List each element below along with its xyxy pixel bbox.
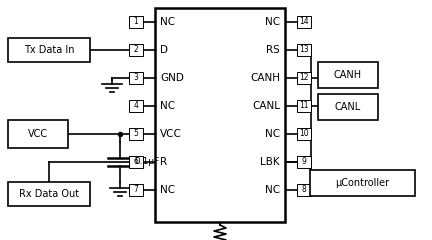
Bar [310, 170, 415, 196]
Bar [155, 8, 285, 222]
Text: 14: 14 [299, 18, 309, 26]
Text: CANL: CANL [335, 102, 361, 112]
Text: 5: 5 [133, 130, 138, 138]
Bar [129, 184, 143, 196]
Bar [297, 72, 311, 84]
Text: Rx Data Out: Rx Data Out [19, 189, 79, 199]
Text: VCC: VCC [160, 129, 182, 139]
Text: Tx Data In: Tx Data In [24, 45, 74, 55]
Bar [8, 182, 90, 206]
Bar [8, 120, 68, 148]
Text: 11: 11 [299, 102, 309, 110]
Text: 13: 13 [299, 46, 309, 54]
Text: D: D [160, 45, 168, 55]
Text: RS: RS [266, 45, 280, 55]
Text: 7: 7 [133, 186, 138, 194]
Bar [129, 72, 143, 84]
Text: 8: 8 [302, 186, 306, 194]
Bar [129, 44, 143, 56]
Text: NC: NC [160, 101, 175, 111]
Bar [297, 128, 311, 140]
Bar [297, 156, 311, 168]
Text: VCC: VCC [28, 129, 48, 139]
Text: 10: 10 [299, 130, 309, 138]
Text: NC: NC [265, 17, 280, 27]
Text: NC: NC [160, 185, 175, 195]
Text: 6: 6 [133, 157, 138, 167]
Bar [318, 94, 378, 120]
Bar [8, 38, 90, 62]
Text: 2: 2 [133, 46, 138, 54]
Text: CANH: CANH [334, 70, 362, 80]
Text: 12: 12 [299, 73, 309, 83]
Bar [129, 100, 143, 112]
Bar [129, 128, 143, 140]
Bar [297, 16, 311, 28]
Text: GND: GND [160, 73, 184, 83]
Bar [129, 16, 143, 28]
Text: CANL: CANL [252, 101, 280, 111]
Bar [297, 100, 311, 112]
Text: μController: μController [335, 178, 390, 188]
Bar [318, 62, 378, 88]
Bar [297, 44, 311, 56]
Text: LBK: LBK [260, 157, 280, 167]
Text: 3: 3 [133, 73, 138, 83]
Text: NC: NC [265, 185, 280, 195]
Text: 1: 1 [133, 18, 138, 26]
Text: 0.1μF: 0.1μF [134, 157, 159, 167]
Text: 9: 9 [302, 157, 306, 167]
Bar [297, 184, 311, 196]
Bar [129, 156, 143, 168]
Text: CANH: CANH [250, 73, 280, 83]
Text: NC: NC [265, 129, 280, 139]
Text: NC: NC [160, 17, 175, 27]
Text: 4: 4 [133, 102, 138, 110]
Text: R: R [160, 157, 167, 167]
